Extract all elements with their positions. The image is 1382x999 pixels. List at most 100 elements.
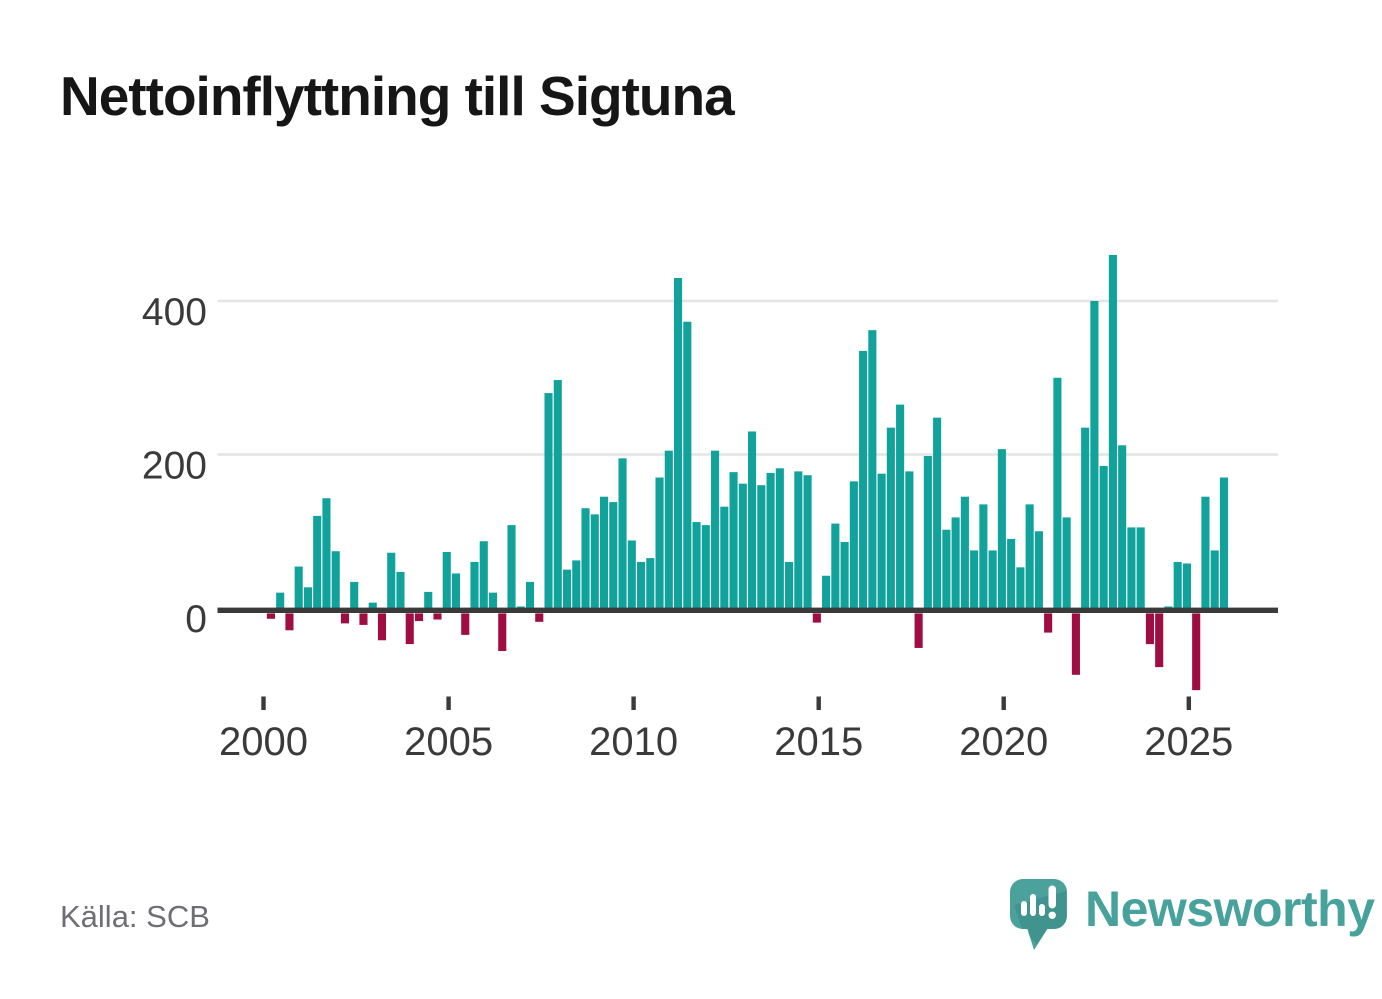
- bar-2010-q1: [637, 561, 646, 608]
- bar-2017-q2: [905, 471, 914, 608]
- bar-2013-q4: [775, 468, 784, 608]
- bar-2020-q3: [1025, 504, 1034, 608]
- bar-2000-q2: [276, 592, 285, 608]
- bar-2014-q3: [803, 475, 812, 608]
- bar-2019-q1: [970, 550, 979, 608]
- x-tick-label-2005: 2005: [404, 720, 493, 764]
- y-tick-label-200: 200: [142, 445, 207, 488]
- bar-2011-q4: [701, 525, 710, 608]
- bar-2024-q4: [1182, 563, 1191, 609]
- x-tick-mark-2000: [261, 696, 266, 710]
- bar-2006-q2: [498, 613, 507, 652]
- bar-2007-q3: [544, 393, 553, 608]
- bar-2005-q3: [470, 561, 479, 608]
- bar-2003-q2: [387, 552, 396, 608]
- bar-2012-q3: [729, 472, 738, 608]
- bar-2014-q2: [794, 471, 803, 608]
- x-tick-label-2015: 2015: [774, 720, 863, 764]
- bar-2009-q2: [609, 502, 618, 608]
- bar-chart-glyph: [1021, 885, 1056, 919]
- source-label: Källa: SCB: [60, 899, 210, 934]
- bar-2023-q3: [1136, 527, 1145, 608]
- bar-2011-q3: [692, 522, 701, 608]
- bar-2014-q1: [785, 561, 794, 608]
- bar-2005-q2: [461, 613, 470, 635]
- bar-2022-q4: [1108, 254, 1117, 608]
- bar-2015-q2: [831, 523, 840, 608]
- x-tick-label-2020: 2020: [959, 720, 1048, 764]
- bar-2003-q3: [396, 571, 405, 608]
- bar-2010-q2: [646, 558, 655, 608]
- bar-2011-q1: [674, 277, 683, 608]
- bar-2007-q1: [525, 581, 535, 608]
- bar-2015-q4: [849, 481, 858, 608]
- bar-2000-q3: [285, 613, 294, 631]
- x-tick-mark-2020: [1001, 696, 1006, 710]
- bar-2005-q1: [451, 573, 461, 608]
- bar-2019-q2: [979, 504, 988, 608]
- x-tick-mark-2015: [816, 696, 821, 710]
- bar-2013-q1: [748, 431, 757, 608]
- bar-2011-q2: [683, 321, 692, 608]
- x-tick-label-2010: 2010: [589, 720, 678, 764]
- bar-2015-q1: [822, 575, 831, 608]
- bar-2000-q1: [266, 613, 275, 619]
- bar-2009-q3: [618, 458, 627, 608]
- bar-2016-q3: [877, 473, 886, 608]
- bar-2006-q1: [488, 592, 498, 608]
- bar-2012-q1: [711, 450, 720, 608]
- bar-2020-q1: [1007, 538, 1016, 608]
- bar-2004-q3: [433, 613, 442, 620]
- bar-2002-q1: [340, 613, 350, 624]
- bar-2012-q4: [738, 483, 747, 608]
- bar-2019-q4: [997, 449, 1006, 608]
- x-tick-label-2025: 2025: [1144, 720, 1233, 764]
- bar-2016-q1: [859, 350, 868, 608]
- bar-2013-q3: [766, 472, 775, 608]
- x-tick-mark-2025: [1186, 696, 1191, 710]
- bar-2004-q1: [414, 613, 424, 622]
- bar-2021-q2: [1053, 377, 1062, 608]
- bar-2024-q1: [1155, 613, 1164, 668]
- bar-2002-q2: [350, 581, 359, 608]
- bar-2021-q1: [1044, 613, 1053, 633]
- bar-2009-q4: [627, 540, 636, 608]
- bar-2025-q4: [1219, 477, 1228, 608]
- brand-name: Newsworthy: [1085, 881, 1375, 937]
- bar-2025-q1: [1192, 613, 1201, 691]
- bar-2009-q1: [599, 496, 609, 608]
- bar-2020-q4: [1034, 531, 1043, 608]
- speech-bubble: [1010, 879, 1067, 950]
- bar-2008-q2: [572, 560, 581, 608]
- bar-2004-q4: [442, 551, 451, 608]
- bar-2001-q4: [331, 551, 340, 608]
- bar-2018-q2: [942, 529, 951, 608]
- bar-2017-q1: [896, 404, 905, 608]
- bar-2022-q3: [1099, 466, 1108, 608]
- bar-2008-q3: [581, 508, 590, 608]
- y-tick-label-400: 400: [142, 291, 207, 334]
- bar-2022-q2: [1090, 301, 1099, 608]
- bar-2015-q3: [840, 542, 849, 608]
- newsworthy-bubble-chart-icon: [1010, 879, 1067, 950]
- bar-2024-q3: [1173, 561, 1182, 608]
- bar-2003-q1: [377, 613, 387, 641]
- bar-2018-q4: [960, 496, 969, 608]
- bar-2023-q1: [1118, 445, 1127, 608]
- bar-2021-q3: [1062, 517, 1071, 608]
- bar-2023-q2: [1127, 527, 1136, 608]
- x-tick-mark-2005: [446, 696, 451, 710]
- bar-2017-q3: [914, 613, 923, 648]
- x-axis-zero-line: [217, 607, 1278, 613]
- bar-2003-q4: [405, 613, 414, 645]
- bar-2008-q4: [590, 514, 599, 608]
- bar-2013-q2: [757, 485, 766, 608]
- bar-2022-q1: [1081, 427, 1090, 608]
- bar-2007-q4: [553, 380, 562, 608]
- bar-2016-q2: [868, 330, 877, 608]
- bar-2025-q3: [1210, 550, 1219, 608]
- bar-2023-q4: [1145, 613, 1154, 645]
- bar-2006-q4: [516, 606, 525, 608]
